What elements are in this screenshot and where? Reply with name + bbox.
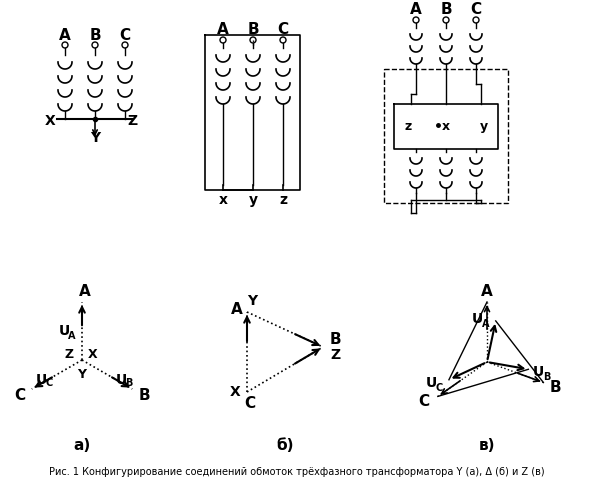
Text: U: U (425, 376, 437, 390)
Text: Y: Y (247, 294, 257, 308)
Text: в): в) (479, 438, 495, 453)
Text: C: C (245, 396, 255, 411)
Text: Z: Z (64, 348, 74, 362)
Text: A: A (79, 285, 91, 300)
Text: B: B (89, 28, 101, 43)
Text: U: U (533, 365, 544, 379)
Text: Z: Z (127, 114, 137, 128)
Text: z: z (405, 120, 412, 133)
Text: X: X (44, 114, 55, 128)
Text: A: A (410, 2, 422, 17)
Text: X: X (230, 385, 241, 399)
Text: y: y (480, 120, 488, 133)
Text: x: x (219, 193, 228, 207)
Text: B: B (138, 388, 150, 403)
Text: б): б) (276, 438, 294, 453)
Text: C: C (418, 394, 429, 409)
Text: Рис. 1 Конфигурирование соединений обмоток трёхфазного трансформатора Y (а), Δ (: Рис. 1 Конфигурирование соединений обмот… (49, 467, 545, 477)
Text: B: B (125, 378, 133, 389)
Text: U: U (58, 324, 69, 338)
Text: A: A (68, 331, 76, 341)
Text: C: C (119, 28, 131, 43)
Text: A: A (231, 302, 243, 318)
Text: B: B (440, 2, 452, 17)
Text: z: z (279, 193, 287, 207)
Text: B: B (543, 372, 550, 382)
Text: U: U (35, 373, 46, 387)
Text: B: B (247, 22, 259, 37)
Text: X: X (88, 348, 98, 362)
Text: B: B (329, 332, 341, 347)
Text: Y: Y (77, 367, 87, 380)
Text: U: U (115, 373, 127, 387)
Text: y: y (248, 193, 258, 207)
Text: A: A (59, 28, 71, 43)
Text: A: A (482, 319, 489, 329)
Text: C: C (45, 378, 52, 389)
Text: Y: Y (90, 131, 100, 145)
Bar (384, 69, 508, 203)
Text: а): а) (74, 438, 91, 453)
Text: A: A (481, 285, 493, 300)
Text: U: U (472, 312, 484, 326)
Text: C: C (14, 388, 26, 403)
Text: B: B (549, 380, 561, 395)
Text: x: x (442, 120, 450, 133)
Text: Z: Z (330, 348, 340, 362)
Text: C: C (277, 22, 289, 37)
Text: C: C (470, 2, 482, 17)
Text: C: C (435, 383, 443, 393)
Text: A: A (217, 22, 229, 37)
